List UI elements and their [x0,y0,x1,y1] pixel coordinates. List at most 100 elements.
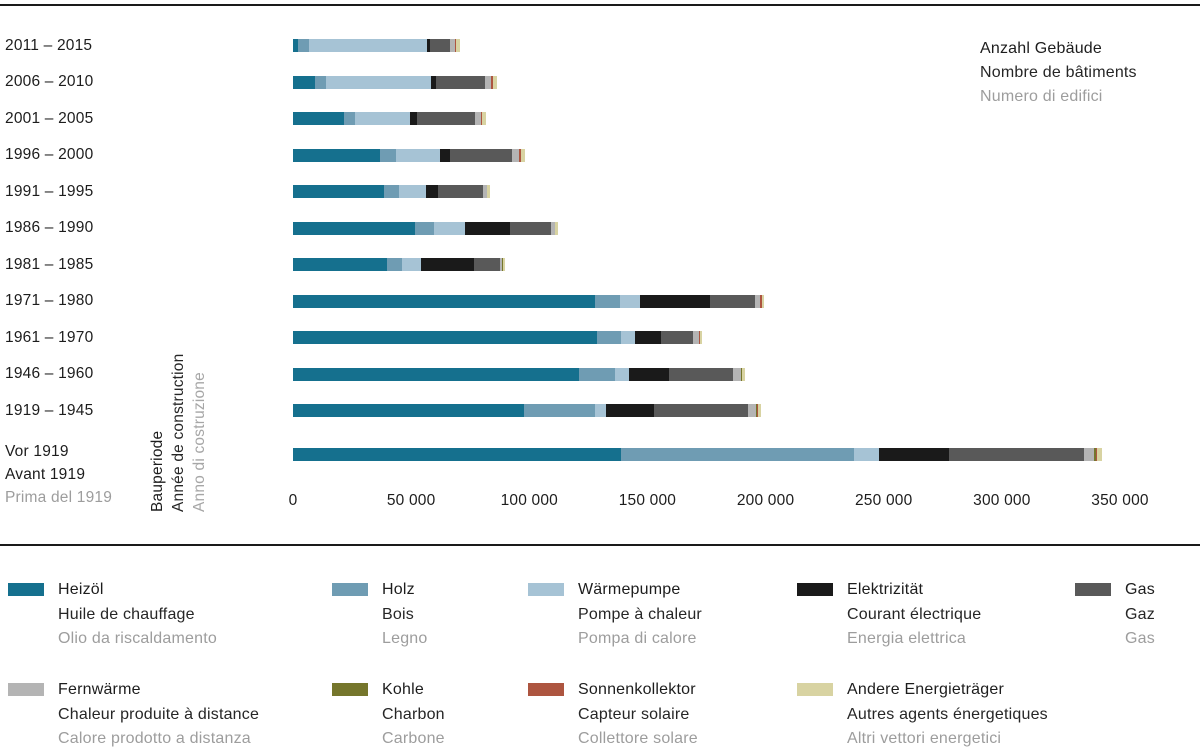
stacked-bar [293,367,746,381]
bar-segment [653,404,748,417]
legend-label: Gas [1125,630,1155,647]
bar-segment [396,148,440,162]
legend-swatch [528,583,564,596]
bar-segment [433,221,465,235]
category-axis-label-it: Anno di costruzione [191,372,208,512]
bar-segment [379,148,397,162]
bar-segment [614,367,629,381]
legend-label: Carbone [382,730,445,747]
bar-segment [456,39,460,52]
bar-segment [709,294,755,308]
bar-segment [473,258,500,271]
value-axis-label-it: Numero di edifici [980,88,1103,105]
legend-label: Andere Energieträger [847,681,1004,698]
legend-label: Pompa di calore [578,630,697,647]
category-label: 1919 – 1945 [5,401,94,419]
bar-segment [747,404,756,417]
bar-segment [427,39,430,52]
bar-segment [464,221,510,235]
stacked-bar [293,331,703,344]
bar-segment [742,367,746,381]
x-axis-tick-label: 150 000 [618,492,677,509]
value-axis-label-fr: Nombre de bâtiments [980,64,1137,81]
bar-segment [520,148,525,162]
stacked-bar [293,39,460,52]
bar-segment [639,294,710,308]
legend-label: Bois [382,605,414,623]
category-label: Vor 1919 Avant 1919 Prima del 1919 [5,443,113,507]
value-axis-label-de: Anzahl Gebäude [980,40,1103,57]
bar-segment [605,404,654,417]
x-axis-tick-label: 350 000 [1091,492,1149,509]
legend-label: Fernwärme [58,681,141,698]
category-label: 1986 – 1990 [5,219,94,236]
bar-segment [435,75,486,89]
bar-segment [698,331,700,344]
legend-item: Andere Energieträger Autres agents énerge… [797,678,1048,751]
bar-segment [293,75,315,89]
legend-label: Olio da riscaldamento [58,630,217,647]
bar-segment [594,294,620,308]
legend-label: Courant électrique [847,605,982,623]
legend-label: Charbon [382,705,445,723]
legend-label: Pompe à chaleur [578,605,702,623]
bar-segment [511,148,519,162]
bar-segment [480,112,482,125]
bar-segment [668,367,733,381]
bar-segment [314,75,327,89]
bar-segment [293,404,524,417]
bar-segment [355,112,411,125]
bar-segment [596,331,621,344]
bar-segment [487,185,490,198]
x-axis-tick-label: 50 000 [386,492,436,509]
bar-segment [293,331,597,344]
bar-segment [454,39,457,52]
bar-segment [732,367,741,381]
x-axis-tick-label: 200 000 [736,492,795,509]
bar-segment [326,75,431,89]
category-axis-label: Bauperiode Année de construction Anno di… [147,354,210,512]
legend-item: Sonnenkollektor Capteur solaire Collettore… [528,678,698,751]
x-axis-tick-label: 100 000 [500,492,558,509]
legend-swatch [797,583,833,596]
bar-segment [293,448,622,461]
legend-swatch [332,583,368,596]
bar-segment [594,404,606,417]
bar-segment [509,221,552,235]
bar-segment [298,39,310,52]
bar-segment [293,294,595,308]
bar-segment [1097,448,1102,461]
bar-segment [555,221,559,235]
bar-segment [492,75,497,89]
bar-segment [619,294,640,308]
bar-segment [449,39,455,52]
legend-item: Holz Bois Legno [332,578,428,652]
bar-segment [309,39,428,52]
legend-swatch [528,683,564,696]
bar-segment [482,185,487,198]
legend-label: Legno [382,630,428,647]
legend-label: Kohle [382,681,424,698]
bar-segment [429,39,450,52]
bar-segment [621,448,855,461]
bar-segment [426,185,439,198]
bar-segment [854,448,880,461]
bar-segment [410,112,418,125]
category-label: 1991 – 1995 [5,182,94,200]
bar-segment [399,185,426,198]
bar-segment [414,221,434,235]
legend-swatch [332,683,368,696]
category-label: 1996 – 2000 [5,146,94,163]
category-label: 2001 – 2005 [5,109,94,127]
bar-segment [293,221,415,235]
bar-segment [502,258,504,271]
legend-item: Kohle Charbon Carbone [332,678,445,751]
bar-segment [757,404,761,417]
legend-item: Elektrizität Courant électrique Energia el… [797,578,981,652]
bar-segment [485,75,491,89]
bar-segment [634,331,661,344]
bar-segment [293,367,579,381]
bar-segment [628,367,669,381]
bar-segment [1094,448,1097,461]
